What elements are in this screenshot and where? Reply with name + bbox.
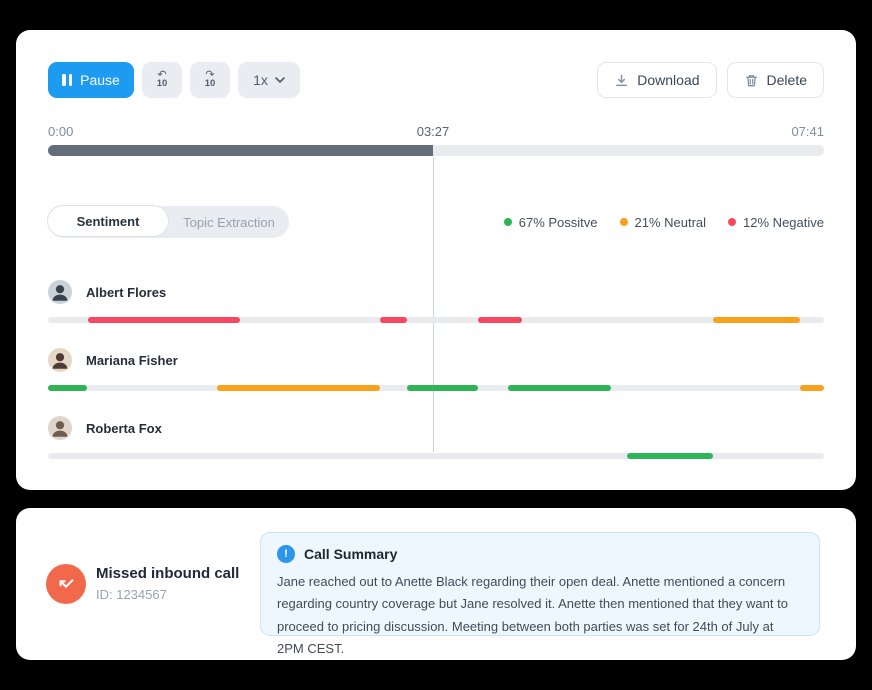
analysis-tabs: Sentiment Topic Extraction [47, 205, 289, 238]
legend-item: 67% Possitve [503, 214, 598, 230]
sentiment-segment-positive [626, 453, 714, 459]
download-label: Download [637, 72, 700, 88]
speaker-name: Albert Flores [86, 284, 167, 300]
sentiment-track [48, 317, 824, 323]
download-icon [614, 73, 629, 88]
speaker-name: Roberta Fox [86, 420, 162, 436]
call-info-card: Missed inbound call ID: 1234567 ! Call S… [16, 508, 856, 660]
sentiment-segment-positive [48, 385, 87, 391]
speaker-name: Mariana Fisher [86, 352, 178, 368]
call-summary-box: ! Call Summary Jane reached out to Anett… [260, 532, 820, 656]
pause-icon [62, 74, 73, 86]
sentiment-track [48, 385, 824, 391]
sentiment-segment-neutral [799, 385, 824, 391]
player-card: Pause ↶ 10 ↷ 10 1x [16, 30, 856, 490]
time-end: 07:41 [791, 124, 824, 139]
negative-dot-icon [728, 218, 737, 226]
sentiment-segment-positive [407, 385, 478, 391]
rewind-10-button[interactable]: ↶ 10 [142, 62, 182, 98]
avatar [48, 416, 72, 440]
legend-item: 21% Neutral [619, 214, 707, 230]
sentiment-segment-neutral [217, 385, 381, 391]
avatar [48, 280, 72, 304]
missed-call-badge [46, 564, 86, 604]
neutral-dot-icon [619, 218, 628, 226]
call-meta: Missed inbound call ID: 1234567 [96, 565, 239, 602]
pause-button[interactable]: Pause [48, 62, 134, 98]
forward-10-icon: ↷ 10 [204, 68, 216, 89]
download-button[interactable]: Download [597, 62, 717, 98]
legend-label: 67% Possitve [518, 214, 598, 230]
legend-label: 12% Negative [743, 214, 824, 230]
sentiment-track [48, 453, 824, 459]
delete-button[interactable]: Delete [726, 62, 824, 98]
speaker-row: Roberta Fox [48, 416, 824, 460]
sentiment-legend: 67% Possitve 21% Neutral 12% Negative [503, 206, 824, 238]
seek-bar-fill [48, 145, 433, 156]
playhead-line [433, 158, 434, 452]
sentiment-segment-positive [508, 385, 612, 391]
speaker-row: Albert Flores [48, 280, 824, 324]
time-start: 0:00 [48, 124, 74, 139]
avatar [48, 348, 72, 372]
sentiment-segment-neutral [713, 317, 800, 323]
sentiment-segment-negative [88, 317, 241, 323]
file-actions: Download Delete [597, 62, 824, 98]
speed-label: 1x [253, 72, 268, 88]
call-id: ID: 1234567 [96, 587, 167, 602]
summary-header: ! Call Summary [277, 545, 803, 563]
summary-body: Jane reached out to Anette Black regardi… [277, 574, 788, 657]
speaker-row: Mariana Fisher [48, 348, 824, 392]
tab-topic-extraction[interactable]: Topic Extraction [183, 214, 275, 230]
sentiment-segment-negative [380, 317, 408, 323]
summary-title: Call Summary [304, 546, 398, 562]
positive-dot-icon [503, 218, 512, 226]
seek-bar[interactable] [48, 145, 824, 156]
trash-icon [744, 73, 759, 88]
legend-item: 12% Negative [728, 215, 824, 230]
tab-sentiment[interactable]: Sentiment [47, 205, 169, 237]
sentiment-segment-negative [477, 317, 523, 323]
chevron-down-icon [275, 77, 285, 83]
delete-label: Delete [766, 72, 807, 88]
missed-call-icon [59, 579, 74, 588]
pause-label: Pause [80, 72, 120, 88]
forward-10-button[interactable]: ↷ 10 [190, 62, 230, 98]
time-current: 03:27 [416, 124, 450, 139]
playback-controls: Pause ↶ 10 ↷ 10 1x [48, 62, 300, 98]
rewind-10-icon: ↶ 10 [156, 68, 168, 89]
playback-speed-button[interactable]: 1x [238, 62, 300, 98]
info-icon: ! [277, 545, 295, 563]
legend-label: 21% Neutral [634, 214, 707, 230]
call-type-label: Missed inbound call [96, 565, 240, 582]
